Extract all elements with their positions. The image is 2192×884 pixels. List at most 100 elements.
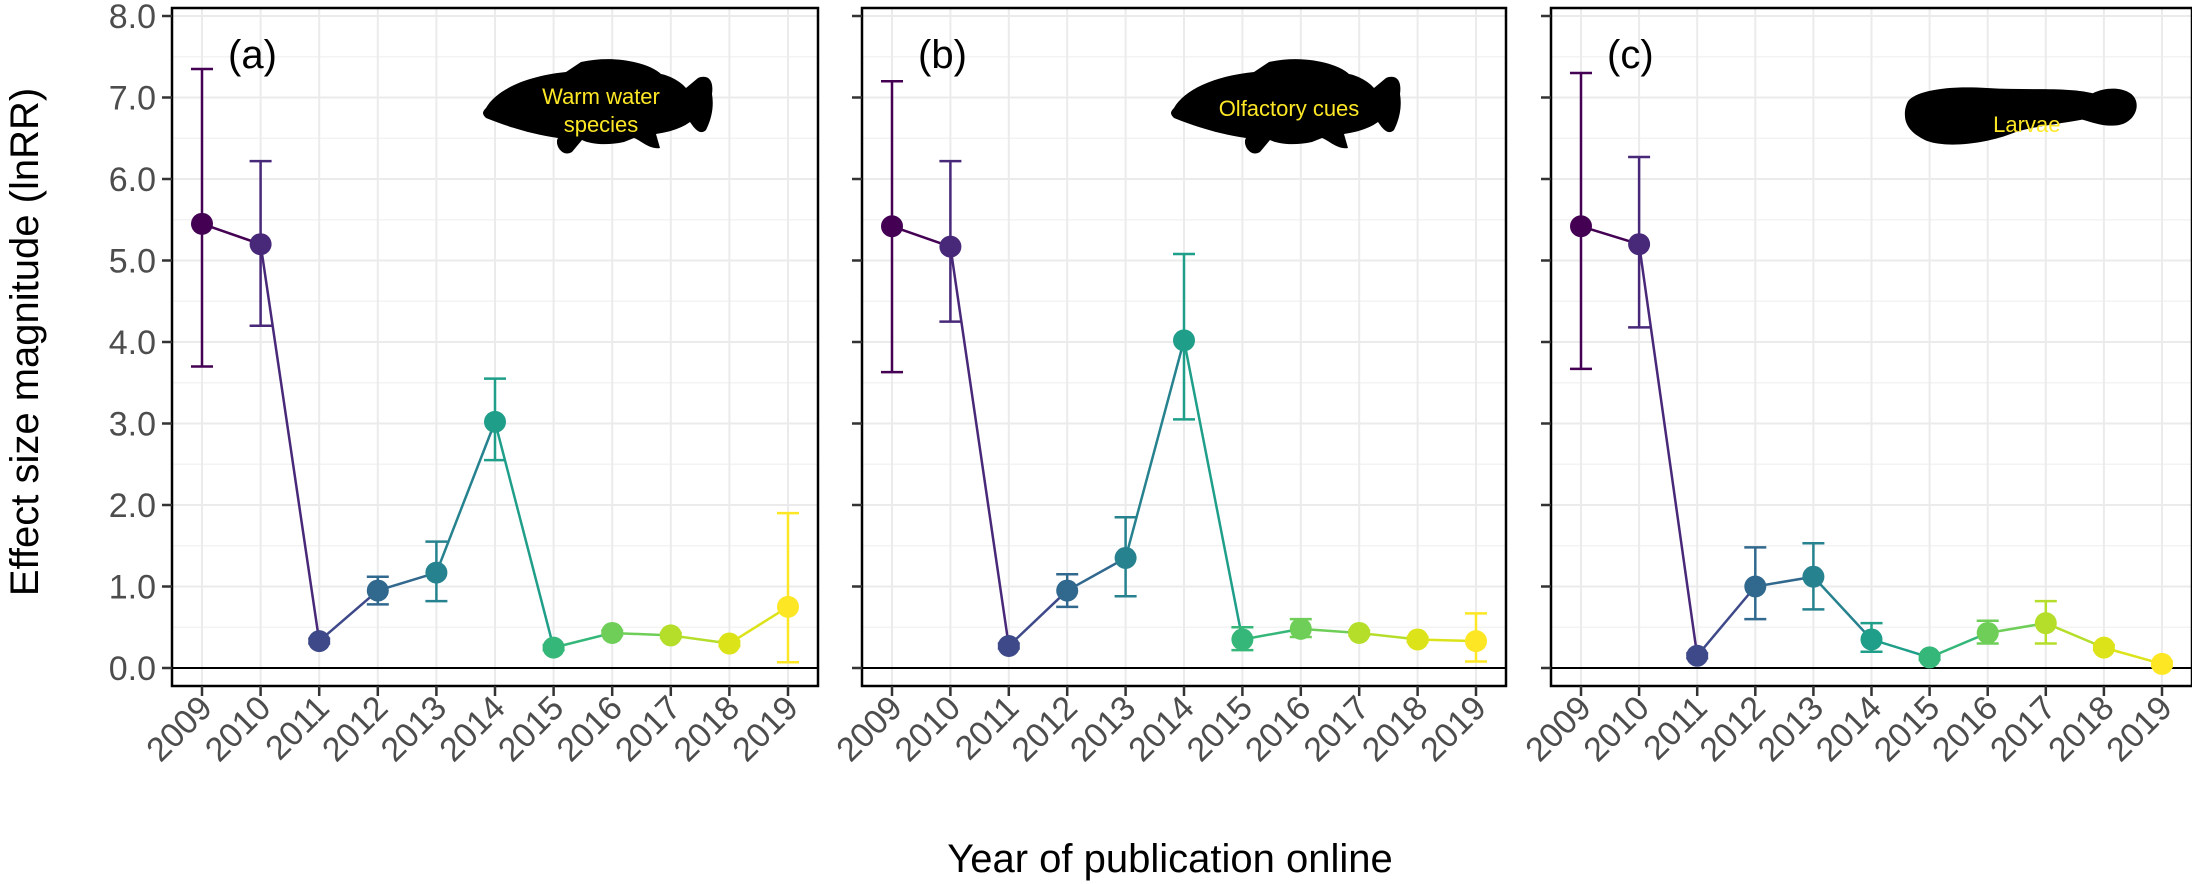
x-tick-label: 2009 (139, 689, 219, 769)
x-tick-label: 2016 (1925, 689, 2005, 769)
series-line-segment (259, 244, 321, 642)
series-line-segment (728, 605, 789, 645)
data-point (2151, 652, 2173, 675)
data-point (366, 579, 389, 602)
x-tick-label: 2019 (2099, 689, 2179, 769)
y-tick-label: 2.0 (109, 487, 156, 525)
silhouette-annotation: species (564, 112, 639, 137)
data-point (1628, 233, 1651, 256)
x-tick-label: 2014 (1121, 689, 1201, 769)
x-tick-label: 2013 (1751, 689, 1831, 769)
series-line-segment (435, 421, 497, 574)
y-tick-label: 6.0 (109, 161, 156, 199)
series-line-segment (1124, 340, 1186, 559)
tilapia-icon (1171, 59, 1401, 154)
x-tick-label: 2019 (725, 689, 805, 769)
series-line-segment (493, 421, 555, 648)
silhouette-annotation: Warm water (542, 84, 660, 109)
x-tick-label: 2011 (258, 689, 337, 768)
panel-label: (c) (1607, 33, 1654, 77)
x-tick-label: 2016 (550, 689, 630, 769)
y-axis-title: Effect size magnitude (lnRR) (3, 88, 47, 596)
y-tick-label: 1.0 (109, 569, 156, 607)
data-point (1114, 546, 1137, 569)
data-point (601, 621, 624, 644)
x-tick-label: 2017 (608, 689, 688, 769)
x-tick-label: 2018 (1355, 689, 1435, 769)
x-tick-label: 2012 (1693, 689, 1773, 769)
series-line-segment (1007, 589, 1069, 647)
data-point (484, 410, 506, 433)
data-point (1406, 628, 1429, 651)
x-tick-label: 2018 (667, 689, 747, 769)
x-tick-label: 2012 (1005, 689, 1085, 769)
x-tick-label: 2011 (1636, 689, 1715, 768)
panel-label: (b) (918, 33, 967, 77)
silhouette-annotation: Olfactory cues (1219, 96, 1360, 121)
x-tick-label: 2017 (1983, 689, 2063, 769)
data-point (777, 595, 799, 618)
data-point (1348, 621, 1371, 644)
data-point (1231, 628, 1254, 651)
x-tick-label: 2015 (1180, 689, 1260, 769)
x-tick-label: 2018 (2041, 689, 2121, 769)
x-tick-label: 2015 (491, 689, 571, 769)
data-point (1570, 215, 1592, 238)
data-point (1802, 565, 1825, 588)
data-point (1860, 628, 1883, 651)
data-point (1289, 617, 1312, 640)
x-tick-label: 2015 (1867, 689, 1947, 769)
data-point (308, 630, 331, 653)
data-point (542, 636, 565, 659)
data-point (249, 233, 272, 256)
y-tick-label: 8.0 (109, 0, 156, 36)
data-point (1744, 575, 1767, 598)
series-line-segment (318, 589, 379, 643)
x-tick-label: 2019 (1413, 689, 1493, 769)
series-line-segment (1182, 340, 1244, 640)
series-line-segment (1637, 244, 1699, 656)
data-point (881, 215, 903, 238)
data-point (997, 634, 1020, 657)
series-line-segment (949, 246, 1011, 647)
y-tick-label: 3.0 (109, 406, 156, 444)
tilapia-icon (483, 59, 713, 154)
y-tick-label: 0.0 (109, 650, 156, 688)
panel-label: (a) (228, 33, 277, 77)
x-tick-label: 2014 (432, 689, 512, 769)
x-tick-label: 2010 (1576, 689, 1656, 769)
y-tick-label: 5.0 (109, 243, 156, 281)
data-point (1686, 644, 1709, 667)
series-line-segment (1696, 585, 1757, 657)
tilapia-icon-shape (1171, 59, 1401, 154)
panels: 0.01.02.03.04.05.06.07.08.02009201020112… (109, 0, 2192, 769)
x-tick-label: 2009 (1518, 689, 1598, 769)
data-point (1056, 579, 1079, 602)
data-point (718, 632, 741, 655)
data-point (2092, 636, 2115, 659)
panel-b: 2009201020112012201320142015201620172018… (829, 6, 1508, 769)
x-tick-label: 2012 (315, 689, 395, 769)
y-tick-label: 7.0 (109, 80, 156, 118)
larva-icon-shape (1904, 87, 2137, 145)
y-tick-label: 4.0 (109, 324, 156, 362)
x-tick-label: 2011 (948, 689, 1027, 768)
data-point (939, 235, 962, 258)
panel-c: 2009201020112012201320142015201620172018… (1518, 6, 2192, 769)
data-point (1465, 630, 1487, 653)
tilapia-icon-shape (483, 59, 713, 154)
data-point (659, 624, 682, 647)
x-tick-label: 2013 (1063, 689, 1143, 769)
x-tick-label: 2010 (198, 689, 278, 769)
panel-a: 0.01.02.03.04.05.06.07.08.02009201020112… (109, 0, 820, 769)
series-line-segment (1812, 575, 1873, 641)
data-point (1918, 646, 1941, 669)
x-tick-label: 2009 (829, 689, 909, 769)
larva-icon (1904, 87, 2137, 145)
data-point (1173, 329, 1195, 352)
data-point (425, 561, 448, 584)
x-tick-label: 2014 (1809, 689, 1889, 769)
series-line-segment (1066, 556, 1127, 592)
data-point (2034, 612, 2057, 635)
